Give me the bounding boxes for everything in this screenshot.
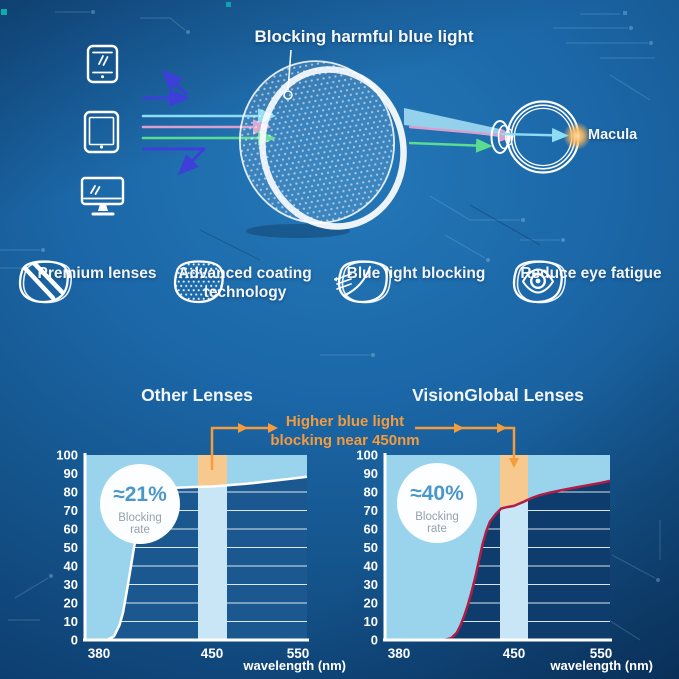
svg-text:100: 100 bbox=[56, 448, 78, 463]
feature-label: Reduce eye fatigue bbox=[520, 265, 662, 282]
right-chart: 0 10 20 30 40 50 60 70 80 90 100 380 450 550wavelengt… bbox=[356, 448, 653, 674]
feature-advanced-coating: Advanced coating technology bbox=[170, 258, 320, 304]
svg-text:80: 80 bbox=[64, 485, 78, 500]
macula-label: Macula bbox=[588, 127, 638, 143]
teal-node bbox=[1, 9, 7, 15]
svg-text:20: 20 bbox=[64, 596, 78, 611]
svg-text:40: 40 bbox=[64, 559, 78, 574]
svg-text:rate: rate bbox=[427, 523, 447, 535]
svg-text:40: 40 bbox=[364, 559, 378, 574]
svg-text:70: 70 bbox=[364, 503, 378, 518]
svg-text:30: 30 bbox=[64, 577, 78, 592]
svg-text:550: 550 bbox=[287, 646, 310, 661]
svg-text:wavelength (nm): wavelength (nm) bbox=[549, 658, 653, 673]
deflect-lens-icon bbox=[334, 260, 391, 304]
svg-text:90: 90 bbox=[64, 466, 78, 481]
svg-text:rate: rate bbox=[130, 524, 150, 536]
smartphone-icon bbox=[86, 44, 119, 84]
svg-text:60: 60 bbox=[64, 522, 78, 537]
svg-text:90: 90 bbox=[364, 466, 378, 481]
light-rays bbox=[141, 69, 277, 176]
blue-reflect-arrow bbox=[161, 69, 188, 96]
left-chart: 0 10 20 30 40 50 60 70 80 90 100 380 450 550wavelengt… bbox=[56, 448, 346, 674]
cyan-focus-arrow bbox=[500, 128, 569, 143]
leader-dot bbox=[283, 90, 293, 100]
blue-reflect-arrow bbox=[177, 147, 206, 176]
svg-text:0: 0 bbox=[371, 633, 378, 648]
feature-reduce-eye-fatigue: Reduce eye fatigue bbox=[509, 258, 673, 304]
annotation-connectors bbox=[210, 423, 519, 470]
macula-glow bbox=[563, 122, 591, 150]
device-icons bbox=[80, 44, 125, 216]
svg-text:100: 100 bbox=[356, 448, 378, 463]
teal-node bbox=[226, 2, 231, 7]
svg-text:80: 80 bbox=[364, 485, 378, 500]
cornea bbox=[490, 120, 510, 154]
left-badge: ≈21% Blocking rate bbox=[100, 464, 180, 544]
feature-blue-light-blocking: Blue light blocking bbox=[334, 258, 498, 304]
svg-text:60: 60 bbox=[364, 522, 378, 537]
svg-text:550: 550 bbox=[590, 646, 613, 661]
svg-text:0: 0 bbox=[71, 633, 78, 648]
svg-text:380: 380 bbox=[388, 646, 411, 661]
svg-text:30: 30 bbox=[364, 577, 378, 592]
cyan-beam bbox=[404, 108, 500, 137]
svg-text:wavelength (nm): wavelength (nm) bbox=[242, 658, 346, 673]
pink-focus-arrow bbox=[408, 125, 516, 143]
monitor-icon bbox=[80, 176, 125, 216]
tablet-icon bbox=[83, 110, 120, 154]
left-chart-title: Other Lenses bbox=[141, 385, 253, 405]
right-chart-title: VisionGlobal Lenses bbox=[412, 385, 584, 405]
svg-text:50: 50 bbox=[64, 540, 78, 555]
green-focus-arrow bbox=[408, 138, 493, 153]
striped-lens-icon bbox=[18, 260, 72, 304]
feature-row: Premium lenses Advanced coating technolo… bbox=[0, 258, 679, 358]
circuit-pattern bbox=[0, 2, 661, 641]
feature-premium-lenses: Premium lenses bbox=[15, 258, 179, 304]
main-title: Blocking harmful blue light bbox=[254, 27, 474, 46]
leader-line bbox=[287, 49, 292, 91]
eye-lens-icon bbox=[512, 260, 566, 304]
svg-text:10: 10 bbox=[64, 614, 78, 629]
svg-text:380: 380 bbox=[88, 646, 111, 661]
right-badge-value: ≈40% bbox=[410, 482, 464, 505]
svg-text:70: 70 bbox=[64, 503, 78, 518]
annotation-line2: blocking near 450nm bbox=[270, 432, 419, 449]
svg-text:450: 450 bbox=[201, 646, 224, 661]
svg-text:Blocking: Blocking bbox=[415, 511, 458, 523]
feature-label: Blue light blocking bbox=[346, 265, 486, 282]
lens-face bbox=[238, 60, 396, 224]
right-connector bbox=[415, 426, 516, 458]
svg-text:450: 450 bbox=[503, 646, 526, 661]
svg-text:20: 20 bbox=[364, 596, 378, 611]
lens-diagram bbox=[238, 49, 407, 238]
left-badge-value: ≈21% bbox=[113, 483, 167, 506]
dotted-lens-icon bbox=[173, 260, 224, 304]
svg-text:10: 10 bbox=[364, 614, 378, 629]
honeycomb-coating bbox=[239, 61, 395, 223]
svg-text:Blocking: Blocking bbox=[118, 512, 161, 524]
left-connector bbox=[210, 426, 268, 470]
eye-diagram bbox=[404, 100, 591, 174]
annotation-line1: Higher blue light bbox=[286, 413, 404, 430]
svg-text:50: 50 bbox=[364, 540, 378, 555]
right-badge: ≈40% Blocking rate bbox=[397, 463, 477, 543]
